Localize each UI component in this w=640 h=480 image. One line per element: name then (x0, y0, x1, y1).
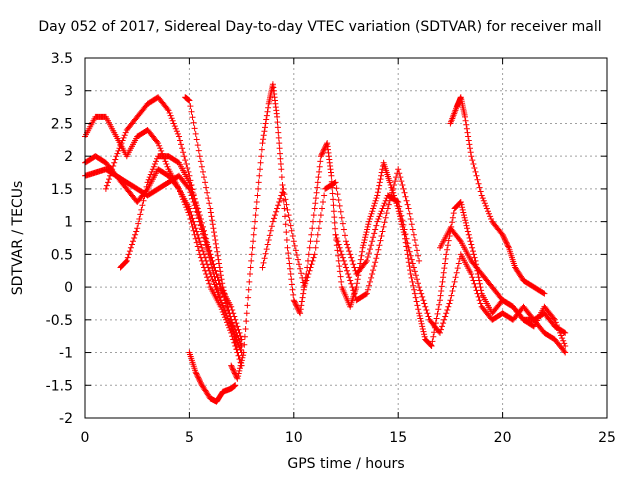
y-tick-label: 1 (64, 215, 73, 231)
y-tick-label: -2 (59, 411, 73, 427)
y-tick-label: 3 (64, 84, 73, 100)
series-track-d (102, 94, 245, 356)
plus-markers (228, 81, 569, 382)
chart-title: Day 052 of 2017, Sidereal Day-to-day VTE… (38, 19, 602, 35)
y-tick-label: 0 (64, 280, 73, 296)
plus-markers (259, 179, 569, 336)
data-points (82, 81, 569, 405)
y-tick-label: 1.5 (51, 182, 73, 198)
y-tick-label: 3.5 (51, 51, 73, 67)
plus-markers (437, 225, 569, 356)
plus-markers (186, 349, 239, 405)
y-axis-label: SDTVAR / TECUs (10, 180, 26, 296)
x-axis-ticks: 0 5 10 15 20 25 (81, 58, 616, 446)
y-tick-label: -0.5 (46, 313, 73, 329)
plus-markers (182, 94, 241, 356)
plot-frame (84, 57, 608, 419)
series-track-f (182, 94, 241, 356)
x-tick-label: 0 (81, 430, 90, 446)
series-track-a (82, 113, 245, 369)
plus-markers (102, 94, 245, 356)
plus-markers (82, 153, 245, 343)
plus-markers (82, 166, 245, 356)
series-track-l (332, 166, 423, 304)
x-tick-label: 20 (494, 430, 512, 446)
series-track-b (82, 153, 245, 343)
plus-markers (82, 113, 245, 369)
x-tick-label: 25 (598, 430, 616, 446)
y-tick-label: -1.5 (46, 378, 73, 394)
y-axis-ticks: -2 -1.5 -1 -0.5 0 0.5 1 1.5 2 2.5 3 3.5 (46, 51, 607, 427)
x-tick-label: 10 (285, 430, 303, 446)
series-track-i (259, 179, 569, 336)
series-track-j (447, 94, 548, 297)
plus-markers (447, 94, 548, 297)
y-tick-label: -1 (59, 346, 73, 362)
x-tick-label: 5 (185, 430, 194, 446)
x-axis-label: GPS time / hours (287, 456, 405, 472)
series-track-h (228, 81, 569, 382)
series-track-c (82, 166, 245, 356)
grid-lines (85, 58, 607, 418)
y-tick-label: 2.5 (51, 116, 73, 132)
x-tick-label: 15 (389, 430, 407, 446)
series-track-k (437, 225, 569, 356)
series-track-g (186, 349, 239, 405)
plus-markers (332, 166, 423, 304)
y-tick-label: 0.5 (51, 247, 73, 263)
y-tick-label: 2 (64, 149, 73, 165)
